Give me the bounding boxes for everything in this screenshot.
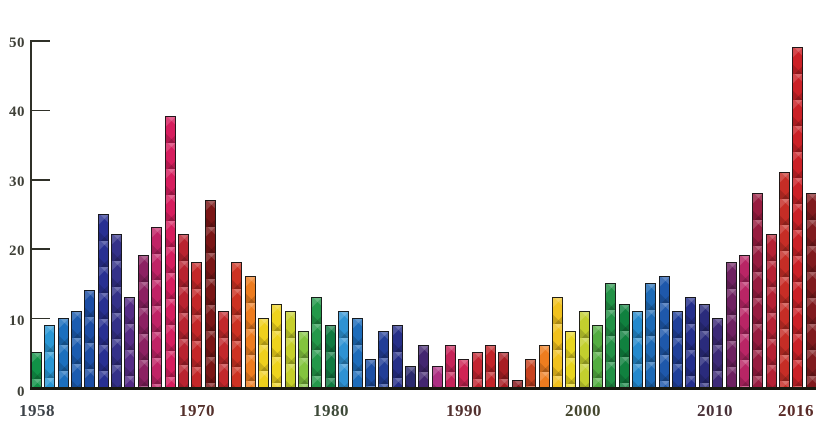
bar-1969 [177, 234, 189, 387]
bar-1973 [231, 262, 243, 387]
bar-1975 [258, 317, 270, 387]
bar-1968 [164, 116, 176, 387]
bar-1982 [351, 317, 363, 387]
bar-1987 [418, 345, 430, 387]
bar-1970 [191, 262, 203, 387]
y-axis-tick-50 [30, 40, 50, 42]
bar-1997 [551, 296, 563, 387]
y-axis-label-30: 30 [9, 173, 25, 190]
bar-1990 [458, 359, 470, 387]
bar-1996 [538, 345, 550, 387]
bar-2008 [698, 303, 710, 387]
bar-1960 [57, 317, 69, 387]
bar-2015 [792, 46, 804, 387]
bar-1985 [391, 324, 403, 387]
bar-1963 [97, 213, 109, 387]
bar-1967 [151, 227, 163, 387]
y-axis-label-0: 0 [17, 384, 25, 401]
y-axis-label-40: 40 [9, 104, 25, 121]
x-axis-label-2010: 2010 [697, 401, 733, 420]
bar-1983 [364, 359, 376, 387]
bar-1993 [498, 352, 510, 387]
bar-1981 [338, 310, 350, 387]
bar-2013 [765, 234, 777, 387]
bar-2010 [725, 262, 737, 387]
bar-1980 [324, 324, 336, 387]
bar-1974 [244, 275, 256, 387]
y-axis-tick-20 [30, 248, 50, 250]
bar-1966 [137, 255, 149, 387]
bar-1979 [311, 296, 323, 387]
y-axis-label-20: 20 [9, 243, 25, 260]
bar-1962 [84, 289, 96, 387]
bar-2004 [645, 282, 657, 387]
bar-2014 [778, 171, 790, 387]
bar-1977 [284, 310, 296, 387]
x-axis-label-1958: 1958 [19, 401, 55, 420]
bar-2002 [618, 303, 630, 387]
bar-1976 [271, 303, 283, 387]
y-axis-label-50: 50 [9, 35, 25, 52]
y-axis-label-10: 10 [9, 312, 25, 329]
x-axis-label-1970: 1970 [179, 401, 215, 420]
bar-1989 [445, 345, 457, 387]
bar-2009 [712, 317, 724, 387]
bar-1994 [511, 380, 523, 387]
bar-1971 [204, 199, 216, 387]
x-axis-label-1990: 1990 [446, 401, 482, 420]
bar-2006 [672, 310, 684, 387]
bar-1991 [471, 352, 483, 387]
bar-1965 [124, 296, 136, 387]
bar-2000 [591, 324, 603, 387]
bar-1999 [578, 310, 590, 387]
bar-2007 [685, 296, 697, 387]
x-axis-line [30, 387, 816, 390]
x-axis-label-1980: 1980 [313, 401, 349, 420]
bar-1978 [298, 331, 310, 387]
bar-2003 [632, 310, 644, 387]
x-axis-label-2016: 2016 [778, 401, 814, 420]
bar-1984 [378, 331, 390, 387]
bar-2016 [805, 192, 816, 387]
bar-1998 [565, 331, 577, 387]
y-axis-tick-30 [30, 179, 50, 181]
y-axis-line [30, 41, 32, 389]
x-axis-label-2000: 2000 [565, 401, 601, 420]
bar-1959 [44, 324, 56, 387]
bar-1992 [485, 345, 497, 387]
y-axis-tick-40 [30, 109, 50, 112]
bar-1986 [404, 366, 416, 387]
bar-1961 [71, 310, 83, 387]
bar-1972 [217, 310, 229, 387]
bar-1988 [431, 366, 443, 387]
bar-1958 [31, 352, 42, 387]
bar-1964 [111, 234, 123, 387]
bar-2001 [605, 282, 617, 387]
bar-2005 [658, 275, 670, 387]
bar-1995 [525, 359, 537, 387]
bar-2012 [752, 192, 764, 387]
y-axis-tick-10 [30, 317, 50, 320]
bar-2011 [738, 255, 750, 387]
